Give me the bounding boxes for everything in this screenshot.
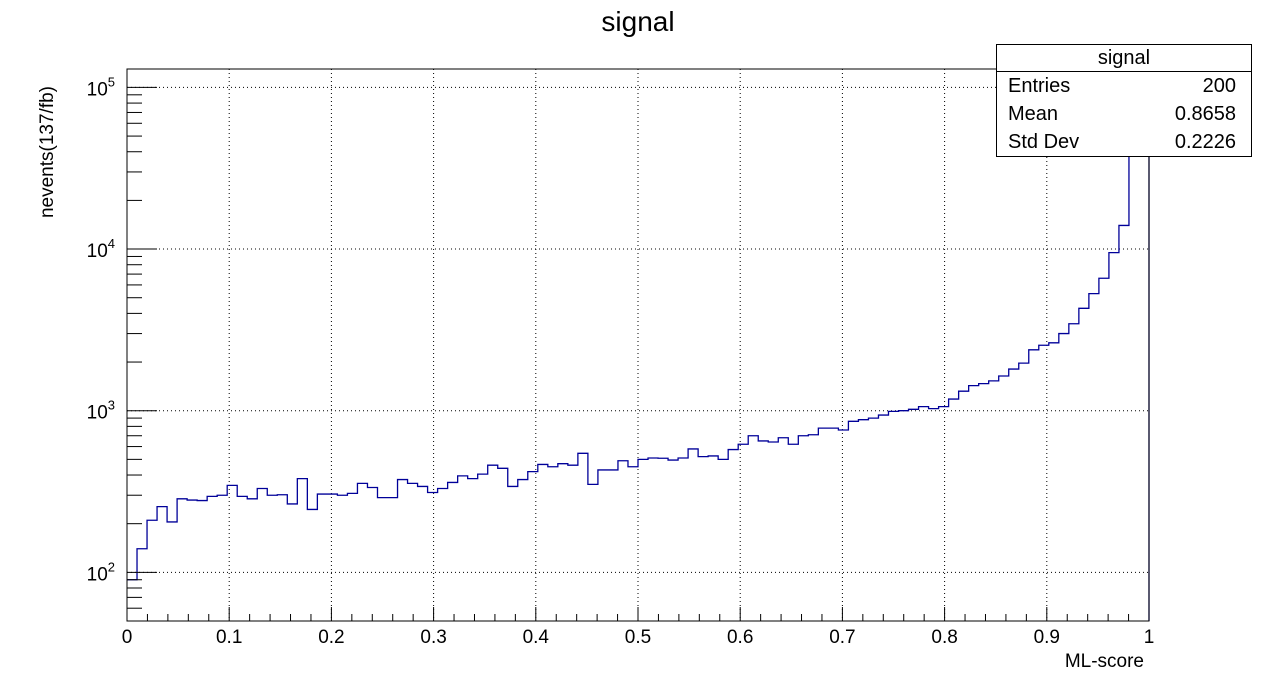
y-tick-label: 105: [87, 74, 115, 100]
stats-label: Entries: [1008, 75, 1071, 97]
x-tick-label: 0: [122, 627, 133, 648]
stats-row-mean: Mean 0.8658: [997, 100, 1251, 128]
y-tick-label: 104: [87, 236, 115, 262]
x-tick-label: 0.3: [420, 627, 446, 648]
x-axis-label: ML-score: [1064, 651, 1144, 672]
axis-layer: 0 0.1 0.2 0.3 0.4 0.5 0.6 0.7 0.8 0.9 1 102 103 104 10…: [87, 74, 1155, 648]
chart-title: signal: [601, 6, 675, 37]
stats-value: 0.8658: [1174, 103, 1236, 125]
stats-row-entries: Entries 200: [997, 72, 1251, 100]
x-tick-label: 0.8: [931, 627, 957, 648]
stats-row-stddev: Std Dev 0.2226: [997, 128, 1251, 156]
stats-label: Mean: [1008, 103, 1059, 125]
y-tick-label: 102: [87, 559, 115, 585]
x-tick-label: 0.2: [318, 627, 344, 648]
stats-label: Std Dev: [1008, 131, 1080, 153]
histogram-layer: [127, 68, 1150, 621]
x-tick-label: 0.9: [1034, 627, 1060, 648]
x-tick-label: 0.1: [216, 627, 242, 648]
x-tick-label: 0.5: [625, 627, 651, 648]
stats-value: 0.2226: [1174, 131, 1236, 153]
stats-value: 200: [1202, 75, 1236, 97]
x-tick-label: 0.7: [829, 627, 855, 648]
stats-box-title: signal: [997, 45, 1251, 72]
x-tick-label: 0.6: [727, 627, 753, 648]
x-tick-label: 1: [1144, 627, 1155, 648]
histogram-series: [127, 68, 1150, 621]
y-tick-label: 103: [87, 398, 115, 424]
x-tick-label: 0.4: [523, 627, 550, 648]
y-axis-label: nevents(137/fb): [37, 85, 58, 219]
stats-box: signal Entries 200 Mean 0.8658 Std Dev 0…: [996, 44, 1252, 157]
